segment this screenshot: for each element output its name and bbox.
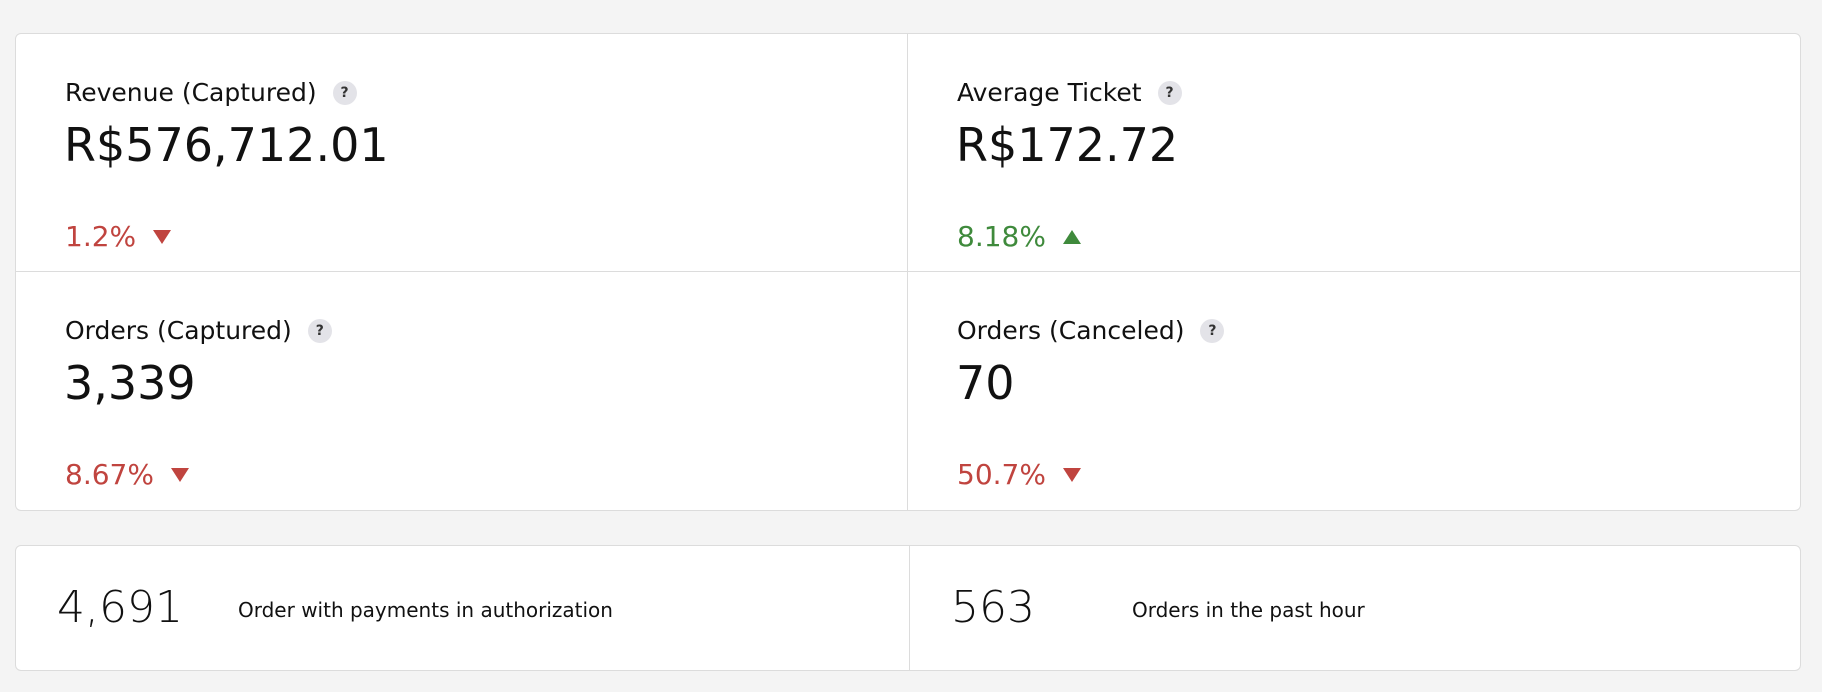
metrics-card: Revenue (Captured)? R$576,712.01 1.2% Avera… [15, 33, 1801, 511]
change-percent: 8.67% [65, 458, 154, 491]
metric-value: 3,339 [64, 356, 196, 410]
metric-change: 50.7% [957, 458, 1082, 491]
stats-card: 4,691 Order with payments in authorizatio… [15, 545, 1801, 671]
stat-value: 4,691 [57, 582, 183, 633]
arrow-shape [153, 229, 172, 244]
change-percent: 1.2% [65, 220, 137, 253]
metric-change: 8.67% [65, 458, 190, 491]
help-icon[interactable]: ? [307, 318, 332, 343]
stat-tile: 563 Orders in the past hour [910, 546, 1800, 670]
change-arrow [170, 467, 189, 482]
metric-change: 1.2% [65, 220, 172, 253]
stat-tile: 4,691 Order with payments in authorizatio… [16, 546, 910, 670]
help-icon[interactable]: ? [1200, 318, 1225, 343]
metric-value: 70 [956, 356, 1015, 410]
change-percent: 8.18% [957, 220, 1046, 253]
metric-label-row: Orders (Captured)? [65, 316, 332, 345]
metric-label-row: Average Ticket? [957, 78, 1182, 107]
change-arrow [153, 229, 172, 244]
metric-label: Average Ticket [957, 78, 1142, 107]
change-arrow [1062, 229, 1081, 244]
arrow-shape [1062, 467, 1081, 482]
help-icon[interactable]: ? [332, 80, 357, 105]
arrow-shape [1062, 229, 1081, 244]
stat-label: Orders in the past hour [1132, 598, 1365, 622]
help-icon[interactable]: ? [1157, 80, 1182, 105]
metric-value: R$172.72 [956, 118, 1179, 172]
metric-tile: Revenue (Captured)? R$576,712.01 1.2% [16, 34, 908, 272]
metric-tile: Orders (Canceled)? 70 50.7% [908, 272, 1800, 510]
metric-label: Revenue (Captured) [65, 78, 317, 107]
metric-change: 8.18% [957, 220, 1082, 253]
metric-label: Orders (Captured) [65, 316, 292, 345]
change-percent: 50.7% [957, 458, 1046, 491]
change-arrow [1062, 467, 1081, 482]
metric-label: Orders (Canceled) [957, 316, 1185, 345]
metric-value: R$576,712.01 [64, 118, 389, 172]
metric-tile: Average Ticket? R$172.72 8.18% [908, 34, 1800, 272]
stat-value: 563 [951, 582, 1035, 633]
arrow-shape [170, 467, 189, 482]
metric-label-row: Orders (Canceled)? [957, 316, 1225, 345]
metric-tile: Orders (Captured)? 3,339 8.67% [16, 272, 908, 510]
metric-label-row: Revenue (Captured)? [65, 78, 357, 107]
stat-label: Order with payments in authorization [238, 598, 613, 622]
